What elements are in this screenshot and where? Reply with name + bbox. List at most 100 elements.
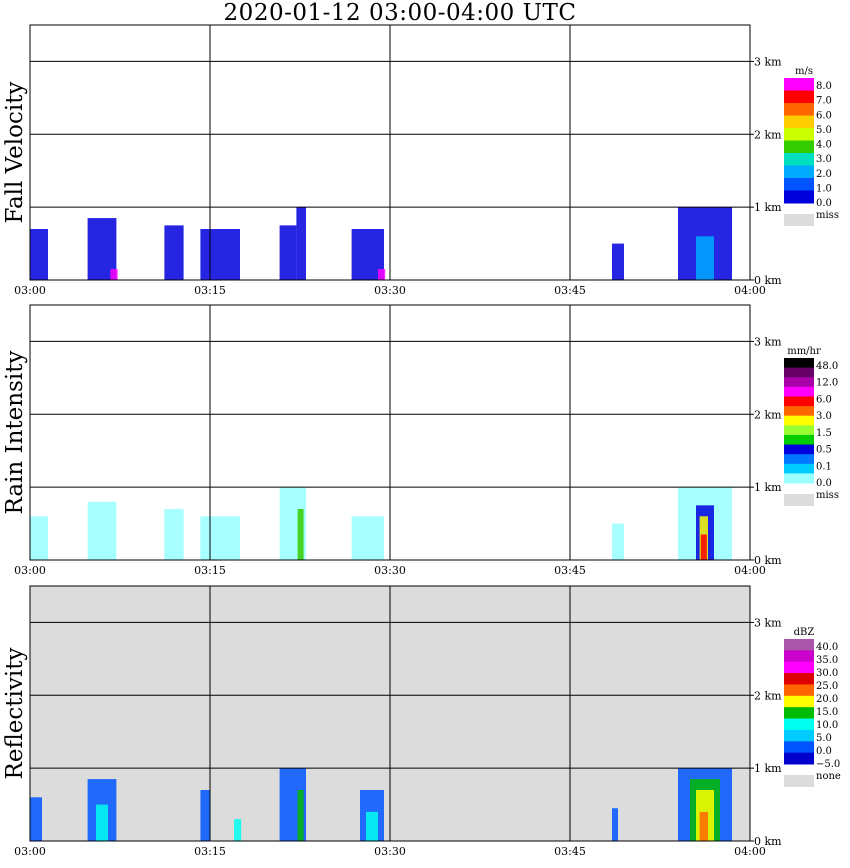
colorbar-unit: m/s	[795, 66, 813, 77]
colorbar-missing-swatch	[784, 494, 814, 506]
colorbar-label: 7.0	[816, 96, 832, 107]
time-tick-label: 04:00	[734, 284, 766, 297]
height-tick-label: 0 km	[754, 835, 782, 848]
colorbar-swatch	[784, 153, 814, 166]
colorbar-label: 35.0	[816, 655, 838, 666]
panel-ylabel: Fall Velocity	[2, 82, 28, 224]
colorbar-swatch	[784, 377, 814, 388]
colorbar-label: 3.0	[816, 154, 832, 165]
colorbar-swatch	[784, 718, 814, 731]
echo-cell	[696, 236, 714, 280]
echo-cell	[30, 797, 42, 841]
time-tick-label: 03:00	[14, 564, 46, 577]
time-tick-label: 03:30	[374, 845, 406, 858]
colorbar-label: 15.0	[816, 707, 838, 718]
height-tick-label: 0 km	[754, 554, 782, 567]
colorbar-label: 40.0	[816, 642, 838, 653]
colorbar-label: 25.0	[816, 681, 838, 692]
echo-cell	[297, 790, 304, 841]
colorbar-swatch	[784, 78, 814, 91]
echo-cell	[87, 501, 117, 560]
colorbar-swatch	[784, 707, 814, 720]
colorbar-swatch	[784, 396, 814, 407]
time-tick-label: 03:30	[374, 564, 406, 577]
echo-cell	[279, 225, 297, 280]
colorbar-missing-swatch	[784, 775, 814, 787]
time-tick-label: 03:00	[14, 284, 46, 297]
colorbar-label: 48.0	[816, 361, 838, 372]
plot-frame	[29, 304, 751, 561]
echo-cell	[612, 523, 624, 560]
colorbar-swatch	[784, 650, 814, 663]
height-tick-label: 2 km	[754, 689, 782, 702]
echo-cell	[378, 269, 386, 280]
time-tick-label: 04:00	[734, 564, 766, 577]
height-tick-label: 1 km	[754, 201, 782, 214]
colorbar-missing-label: none	[816, 771, 841, 782]
colorbar-swatch	[784, 684, 814, 697]
colorbar-label: 10.0	[816, 720, 838, 731]
echo-cell	[234, 819, 242, 841]
colorbar-label: 2.0	[816, 169, 832, 180]
echo-cell	[200, 790, 210, 841]
echo-cell	[296, 207, 306, 280]
colorbar-label: 0.1	[816, 461, 832, 472]
colorbar-swatch	[784, 178, 814, 191]
height-tick-label: 3 km	[754, 335, 782, 348]
echo-cell	[164, 509, 184, 560]
echo-cell	[164, 225, 184, 280]
panel-2: 0 km 1 km 2 km 3 km 03:00 03:15 03:30 03:45 04:0…	[2, 304, 839, 577]
colorbar-swatch	[784, 406, 814, 417]
colorbar-swatch	[784, 661, 814, 674]
time-tick-label: 03:15	[194, 284, 226, 297]
colorbar-swatch	[784, 425, 814, 436]
colorbar-unit: mm/hr	[787, 346, 821, 357]
height-tick-label: 3 km	[754, 616, 782, 629]
colorbar-swatch	[784, 729, 814, 742]
panel-3: 0 km 1 km 2 km 3 km 03:00 03:15 03:30 03:45 04:0…	[2, 585, 841, 858]
echo-cell	[110, 269, 118, 280]
height-tick-label: 0 km	[754, 274, 782, 287]
time-tick-label: 03:45	[554, 845, 586, 858]
colorbar-swatch	[784, 386, 814, 397]
colorbar-label: 0.0	[816, 746, 832, 757]
colorbar-swatch	[784, 415, 814, 426]
colorbar-swatch	[784, 434, 814, 446]
echo-cell	[366, 811, 378, 841]
colorbar-label: 5.0	[816, 733, 832, 744]
colorbar-swatch	[784, 639, 814, 651]
colorbar-label: 3.0	[816, 411, 832, 422]
colorbar-swatch	[784, 454, 814, 465]
colorbar-label: 0.5	[816, 445, 832, 456]
echo-cell	[200, 516, 240, 560]
panel-ylabel: Rain Intensity	[2, 350, 28, 514]
echo-cell	[200, 229, 240, 280]
echo-cell	[297, 509, 304, 560]
colorbar-missing-swatch	[784, 214, 814, 226]
colorbar-swatch	[784, 90, 814, 104]
panel-1: 0 km 1 km 2 km 3 km 03:00 03:15 03:30 03:45 04:0…	[2, 24, 839, 297]
echo-cell	[30, 229, 48, 280]
time-tick-label: 03:00	[14, 845, 46, 858]
panel-ylabel: Reflectivity	[2, 648, 28, 780]
colorbar-label: 6.0	[816, 394, 832, 405]
time-tick-label: 03:15	[194, 564, 226, 577]
colorbar-swatch	[784, 741, 814, 754]
height-tick-label: 2 km	[754, 128, 782, 141]
colorbar-label: 5.0	[816, 125, 832, 136]
colorbar-swatch	[784, 128, 814, 141]
colorbar-label: 12.0	[816, 378, 838, 389]
time-tick-label: 04:00	[734, 845, 766, 858]
colorbar-swatch	[784, 752, 814, 765]
colorbar-swatch	[784, 115, 814, 129]
colorbar-swatch	[784, 103, 814, 116]
colorbar-label: 1.0	[816, 183, 832, 194]
colorbar-label: 0.0	[816, 478, 832, 489]
colorbar-swatch	[784, 673, 814, 685]
echo-cell	[30, 516, 48, 560]
echo-cell	[96, 804, 108, 841]
colorbar-unit: dBZ	[794, 627, 815, 638]
figure-title: 2020-01-12 03:00-04:00 UTC	[223, 0, 577, 26]
colorbar-swatch	[784, 444, 814, 455]
